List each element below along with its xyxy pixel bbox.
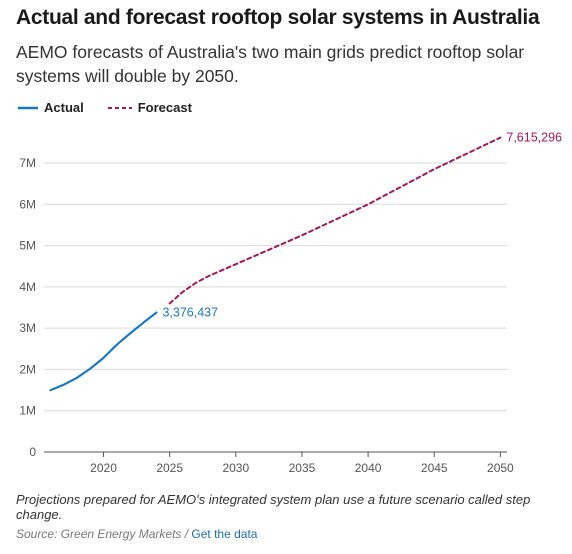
chart-subtitle: AEMO forecasts of Australia's two main g… bbox=[16, 42, 525, 86]
x-tick-label: 2020 bbox=[90, 461, 117, 475]
x-tick-label: 2050 bbox=[487, 461, 514, 475]
y-tick-label: 1M bbox=[19, 404, 36, 418]
legend-item-forecast: Forecast bbox=[107, 100, 192, 115]
source-text: Source: Green Energy Markets / bbox=[16, 527, 192, 541]
chart-title: Actual and forecast rooftop solar system… bbox=[16, 6, 540, 29]
end-label-forecast: 7,615,296 bbox=[506, 131, 562, 145]
legend-label-actual: Actual bbox=[44, 100, 84, 115]
y-tick-label: 5M bbox=[19, 239, 36, 253]
y-tick-label: 2M bbox=[19, 362, 36, 376]
x-tick-label: 2025 bbox=[156, 461, 183, 475]
legend-swatch-actual bbox=[18, 106, 38, 109]
source-line: Source: Green Energy Markets / Get the d… bbox=[16, 527, 257, 541]
legend-swatch-forecast bbox=[107, 106, 132, 109]
chart-note: Projections prepared for AEMO's integrat… bbox=[16, 492, 531, 522]
y-tick-label: 3M bbox=[19, 321, 36, 335]
legend-item-actual: Actual bbox=[18, 100, 84, 115]
x-tick-label: 2035 bbox=[289, 461, 316, 475]
y-tick-label: 7M bbox=[19, 156, 36, 170]
legend-label-forecast: Forecast bbox=[137, 100, 192, 115]
series-line-actual bbox=[49, 311, 158, 392]
end-label-actual: 3,376,437 bbox=[162, 306, 218, 320]
series-line-forecast bbox=[168, 136, 502, 305]
y-tick-label: 6M bbox=[19, 197, 36, 211]
y-tick-label: 4M bbox=[19, 280, 36, 294]
line-chart: 0 1M 2M 3M 4M 5M 6M 7M 2020 2025 2030 2035 2040 2045 2… bbox=[19, 131, 562, 475]
x-tick-label: 2040 bbox=[355, 461, 382, 475]
get-data-link[interactable]: Get the data bbox=[191, 527, 258, 541]
x-tick-label: 2045 bbox=[421, 461, 448, 475]
legend: Actual Forecast bbox=[18, 100, 216, 115]
x-tick-label: 2030 bbox=[222, 461, 249, 475]
y-tick-label: 0 bbox=[29, 445, 36, 459]
